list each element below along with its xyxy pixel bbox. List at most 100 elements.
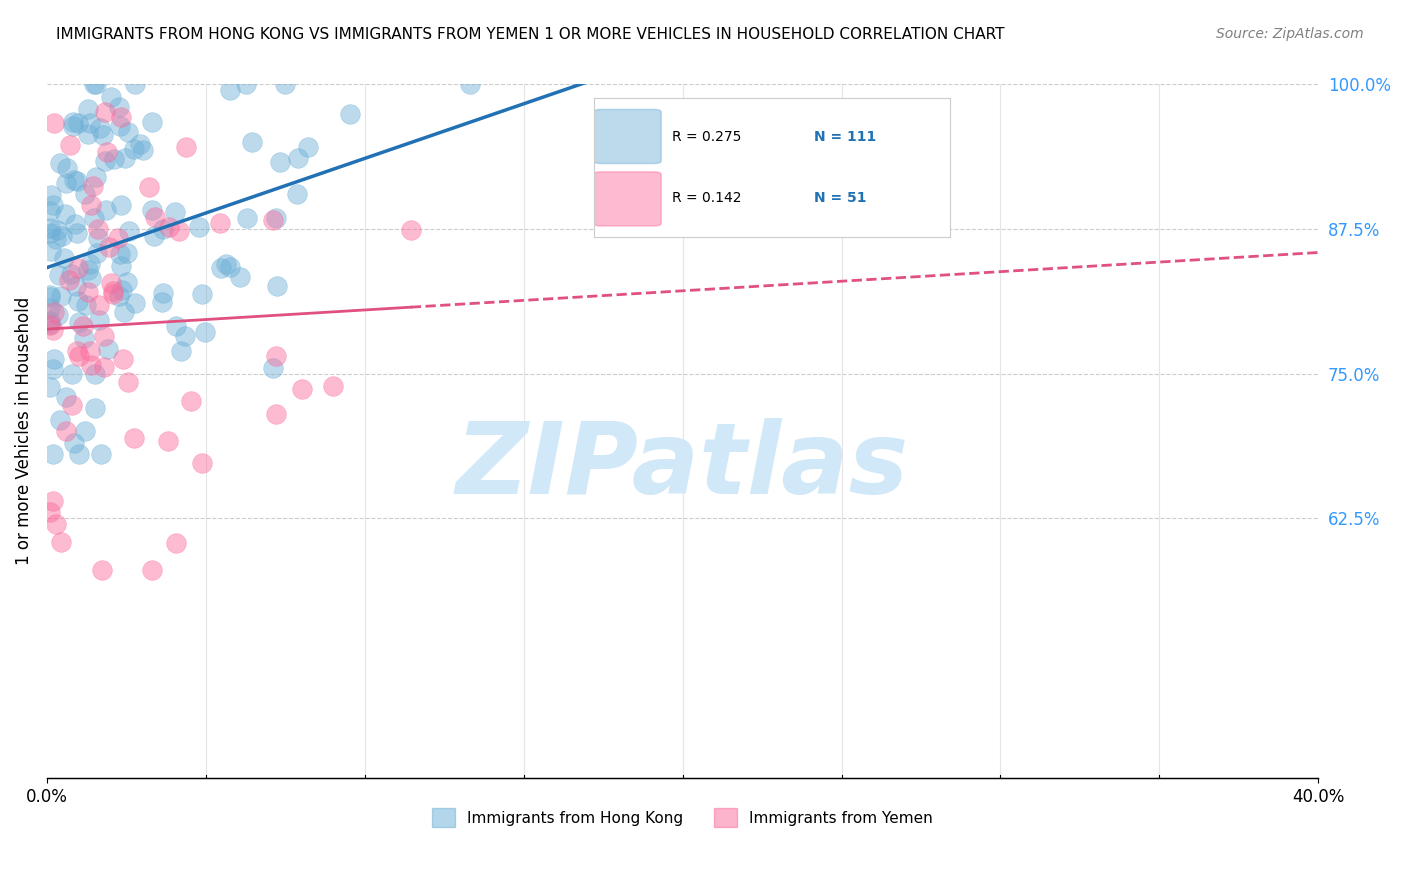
- Immigrants from Hong Kong: [48, 413, 70, 427]
- Immigrants from Yemen: [111, 352, 134, 367]
- Immigrants from Hong Kong: [42, 447, 65, 461]
- Immigrants from Hong Kong: [73, 331, 96, 345]
- Immigrants from Hong Kong: [141, 115, 163, 129]
- Immigrants from Hong Kong: [66, 226, 89, 240]
- Immigrants from Hong Kong: [66, 294, 89, 309]
- Immigrants from Hong Kong: [132, 143, 155, 157]
- Immigrants from Hong Kong: [124, 78, 146, 92]
- Immigrants from Yemen: [42, 305, 65, 319]
- Immigrants from Hong Kong: [45, 223, 67, 237]
- Immigrants from Hong Kong: [124, 296, 146, 310]
- Immigrants from Hong Kong: [65, 217, 87, 231]
- Immigrants from Hong Kong: [285, 186, 308, 201]
- Immigrants from Yemen: [94, 105, 117, 120]
- Immigrants from Yemen: [42, 493, 65, 508]
- Immigrants from Hong Kong: [86, 78, 108, 92]
- Immigrants from Yemen: [67, 349, 90, 363]
- Immigrants from Yemen: [79, 344, 101, 359]
- Legend: Immigrants from Hong Kong, Immigrants from Yemen: Immigrants from Hong Kong, Immigrants fr…: [426, 802, 939, 833]
- Immigrants from Hong Kong: [94, 154, 117, 169]
- Immigrants from Hong Kong: [152, 222, 174, 236]
- Immigrants from Yemen: [322, 378, 344, 392]
- Immigrants from Hong Kong: [83, 78, 105, 92]
- Immigrants from Hong Kong: [111, 283, 134, 297]
- Immigrants from Yemen: [77, 285, 100, 300]
- Immigrants from Hong Kong: [49, 289, 72, 303]
- Immigrants from Yemen: [191, 456, 214, 470]
- Immigrants from Hong Kong: [107, 289, 129, 303]
- Immigrants from Hong Kong: [174, 328, 197, 343]
- Immigrants from Hong Kong: [39, 226, 62, 240]
- Immigrants from Hong Kong: [39, 301, 62, 316]
- Immigrants from Hong Kong: [39, 287, 62, 301]
- Immigrants from Hong Kong: [141, 202, 163, 217]
- Immigrants from Hong Kong: [75, 298, 97, 312]
- Immigrants from Hong Kong: [45, 232, 67, 246]
- Immigrants from Yemen: [89, 298, 111, 312]
- Immigrants from Hong Kong: [110, 119, 132, 133]
- Immigrants from Yemen: [97, 240, 120, 254]
- Immigrants from Yemen: [44, 116, 66, 130]
- Immigrants from Yemen: [262, 213, 284, 227]
- Immigrants from Hong Kong: [80, 271, 103, 285]
- Immigrants from Hong Kong: [193, 325, 215, 339]
- Immigrants from Yemen: [93, 329, 115, 343]
- Immigrants from Hong Kong: [297, 140, 319, 154]
- Immigrants from Hong Kong: [83, 401, 105, 416]
- Immigrants from Yemen: [93, 359, 115, 374]
- Immigrants from Hong Kong: [90, 447, 112, 461]
- Immigrants from Yemen: [101, 286, 124, 301]
- Text: Source: ZipAtlas.com: Source: ZipAtlas.com: [1216, 27, 1364, 41]
- Immigrants from Yemen: [80, 358, 103, 372]
- Immigrants from Yemen: [138, 180, 160, 194]
- Immigrants from Hong Kong: [262, 360, 284, 375]
- Immigrants from Yemen: [45, 516, 67, 531]
- Immigrants from Hong Kong: [86, 246, 108, 260]
- Immigrants from Hong Kong: [39, 188, 62, 202]
- Immigrants from Hong Kong: [219, 83, 242, 97]
- Y-axis label: 1 or more Vehicles in Household: 1 or more Vehicles in Household: [15, 297, 32, 566]
- Immigrants from Hong Kong: [60, 367, 83, 381]
- Immigrants from Hong Kong: [110, 197, 132, 211]
- Immigrants from Yemen: [110, 110, 132, 124]
- Immigrants from Hong Kong: [228, 270, 250, 285]
- Immigrants from Yemen: [58, 273, 80, 287]
- Immigrants from Hong Kong: [142, 228, 165, 243]
- Immigrants from Hong Kong: [110, 259, 132, 273]
- Immigrants from Yemen: [42, 323, 65, 337]
- Immigrants from Hong Kong: [458, 78, 481, 92]
- Immigrants from Hong Kong: [274, 78, 297, 92]
- Immigrants from Yemen: [264, 407, 287, 421]
- Immigrants from Yemen: [264, 349, 287, 363]
- Immigrants from Hong Kong: [41, 361, 63, 376]
- Immigrants from Yemen: [167, 224, 190, 238]
- Immigrants from Hong Kong: [287, 151, 309, 165]
- Immigrants from Hong Kong: [117, 125, 139, 139]
- Immigrants from Hong Kong: [42, 198, 65, 212]
- Immigrants from Hong Kong: [66, 174, 89, 188]
- Immigrants from Yemen: [291, 382, 314, 396]
- Immigrants from Hong Kong: [100, 90, 122, 104]
- Immigrants from Hong Kong: [240, 135, 263, 149]
- Immigrants from Yemen: [39, 318, 62, 332]
- Immigrants from Hong Kong: [103, 153, 125, 167]
- Immigrants from Hong Kong: [266, 279, 288, 293]
- Immigrants from Hong Kong: [94, 202, 117, 217]
- Immigrants from Yemen: [103, 285, 125, 299]
- Immigrants from Hong Kong: [84, 169, 107, 184]
- Immigrants from Hong Kong: [165, 205, 187, 219]
- Immigrants from Hong Kong: [269, 155, 291, 169]
- Immigrants from Yemen: [107, 231, 129, 245]
- Immigrants from Hong Kong: [87, 313, 110, 327]
- Immigrants from Yemen: [82, 179, 104, 194]
- Immigrants from Hong Kong: [79, 115, 101, 129]
- Immigrants from Hong Kong: [55, 207, 77, 221]
- Immigrants from Hong Kong: [152, 285, 174, 300]
- Text: IMMIGRANTS FROM HONG KONG VS IMMIGRANTS FROM YEMEN 1 OR MORE VEHICLES IN HOUSEHO: IMMIGRANTS FROM HONG KONG VS IMMIGRANTS …: [56, 27, 1005, 42]
- Immigrants from Yemen: [157, 434, 180, 448]
- Immigrants from Yemen: [143, 211, 166, 225]
- Immigrants from Hong Kong: [51, 229, 73, 244]
- Immigrants from Hong Kong: [67, 447, 90, 461]
- Immigrants from Hong Kong: [108, 246, 131, 260]
- Immigrants from Hong Kong: [39, 380, 62, 394]
